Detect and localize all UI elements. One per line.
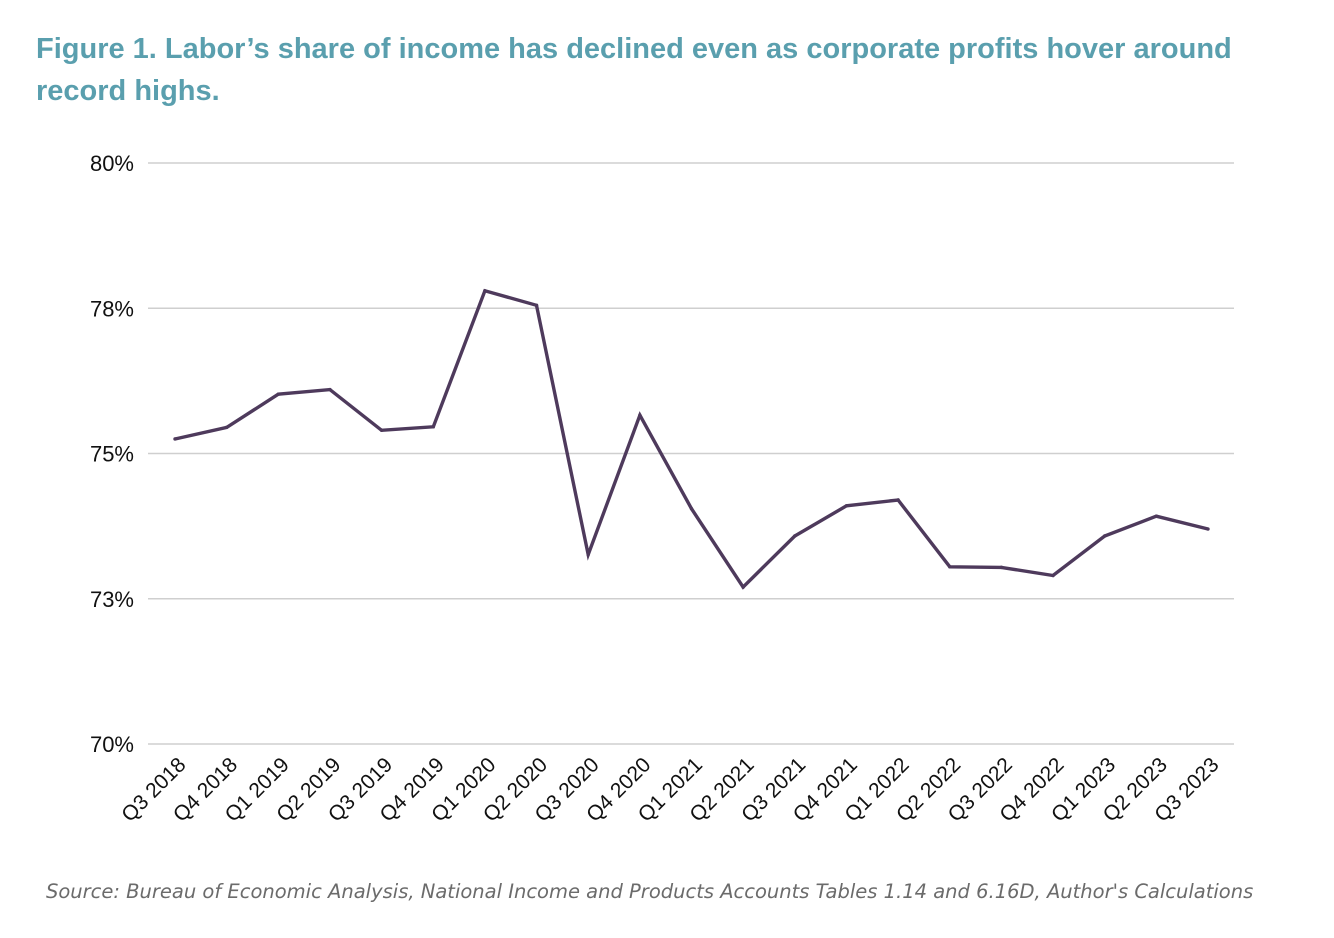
data-point [948,565,952,569]
data-point [793,534,797,538]
series-line [174,288,1209,590]
data-point [328,387,332,392]
source-note: Source: Bureau of Economic Analysis, Nat… [46,880,1254,903]
data-point [999,565,1004,570]
gridlines [148,162,1234,745]
data-point [431,425,435,429]
data-point [741,585,745,589]
data-point [1154,514,1159,518]
data-point [224,425,229,430]
data-point [276,392,280,396]
data-point [638,413,642,417]
data-point [896,498,900,502]
data-point [1206,527,1210,531]
y-tick-label: 75% [90,442,134,467]
y-tick-label: 80% [90,151,134,176]
data-point [689,506,694,511]
data-point [379,428,384,432]
data-point [1103,534,1107,538]
y-tick-label: 78% [90,296,134,321]
y-axis-tick-labels: 80% 78% 75% 73% 70% [90,151,134,757]
y-tick-label: 73% [90,587,134,612]
data-point [844,504,849,508]
data-point [1051,573,1055,578]
y-tick-label: 70% [90,732,134,757]
chart-title: Figure 1. Labor’s share of income has de… [36,33,1232,107]
data-point [586,552,590,557]
data-point [534,303,539,308]
series-layer [173,288,1210,590]
data-point [483,289,487,293]
data-point [173,437,177,441]
